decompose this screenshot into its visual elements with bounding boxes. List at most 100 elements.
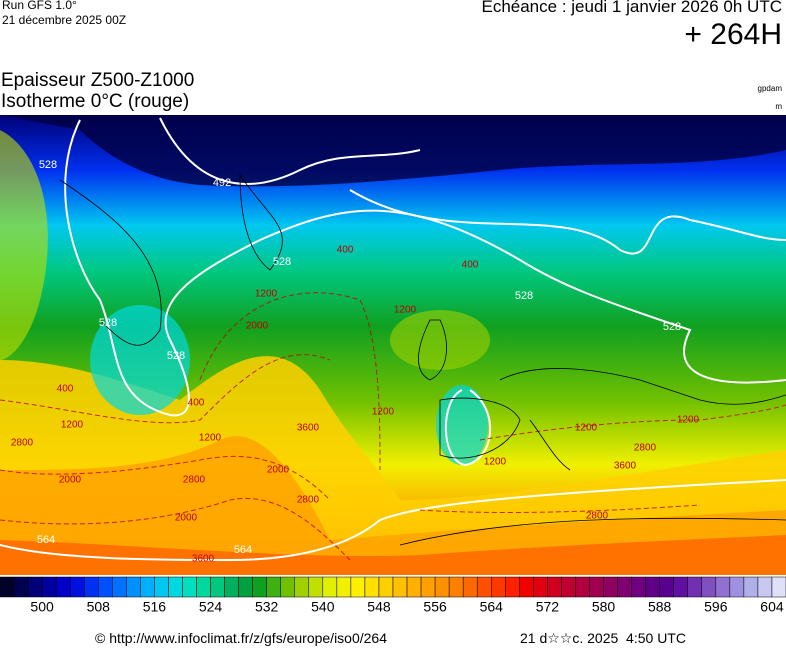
run-date: 21 décembre 2025 00Z (2, 13, 127, 27)
iso0-label: 1200 (199, 433, 222, 444)
iso0-label: 3600 (297, 423, 320, 434)
map-title: Epaisseur Z500-Z1000 (1, 70, 195, 91)
color-swatch (140, 576, 155, 598)
thickness-label: 528 (167, 350, 185, 362)
iso0-label: 400 (188, 398, 205, 409)
colorbar-tick-label: 532 (255, 599, 279, 615)
thickness-label: 528 (99, 317, 117, 329)
iso0-label: 1200 (394, 305, 417, 316)
color-swatch (322, 576, 338, 598)
color-swatch (83, 576, 99, 598)
iso0-label: 3600 (614, 461, 637, 472)
colorbar-tick-label: 564 (480, 599, 504, 615)
colorbar-tick-label: 580 (592, 599, 616, 615)
thickness-label: 528 (273, 256, 291, 268)
color-swatch (13, 576, 29, 598)
colorbar-tick-label: 500 (30, 599, 54, 615)
color-swatch (41, 576, 57, 598)
colorbar-tick-label: 596 (704, 599, 728, 615)
color-swatch (505, 576, 520, 598)
iso0-label: 2800 (586, 511, 609, 522)
iso0-label: 2000 (59, 475, 82, 486)
thickness-label: 528 (39, 159, 57, 171)
color-swatch (673, 576, 689, 598)
run-label: Run GFS 1.0° (2, 0, 77, 12)
color-swatch (112, 576, 127, 598)
color-swatch (491, 576, 506, 598)
color-swatch (519, 576, 534, 598)
source-url: © http://www.infoclimat.fr/z/gfs/europe/… (95, 630, 388, 646)
unit-label: m (775, 102, 782, 111)
iso0-label: 1200 (61, 420, 84, 431)
colorbar-tick-label: 572 (536, 599, 560, 615)
iso0-label: 400 (57, 384, 74, 395)
colorbar: 500 508 516 524 532 540 548 556 564 572 580 588 596 6… (0, 576, 786, 615)
color-swatch (645, 576, 660, 598)
color-swatch (168, 576, 183, 598)
iso0-label: 2000 (267, 465, 290, 476)
color-swatch (210, 576, 225, 598)
iso0-label: 1200 (677, 415, 700, 426)
thickness-label: 564 (234, 544, 252, 556)
color-swatch (448, 576, 464, 598)
iso0-label: 2800 (634, 443, 657, 454)
iso0-label: 1200 (255, 289, 278, 300)
colorbar-tick-label: 604 (760, 599, 784, 615)
color-swatch (589, 576, 604, 598)
color-swatch (238, 576, 253, 598)
color-swatch (378, 576, 394, 598)
color-swatch (0, 576, 15, 598)
thickness-label: 492 (213, 177, 231, 189)
unit-label: gpdam (757, 84, 782, 93)
color-swatch (533, 576, 548, 598)
color-swatch (196, 576, 211, 598)
color-swatch (364, 576, 380, 598)
thickness-label: 528 (663, 321, 681, 333)
color-swatch (294, 576, 310, 598)
color-swatch (280, 576, 296, 598)
color-swatch (27, 576, 43, 598)
timestamp: 21 d☆☆c. 2025 4:50 UTC (520, 630, 686, 646)
color-swatch (252, 576, 267, 598)
color-swatch (69, 576, 85, 598)
iso0-label: 1200 (575, 423, 598, 434)
thickness-label: 564 (37, 534, 55, 546)
iso0-label: 1200 (484, 457, 507, 468)
colorbar-tick-label: 516 (143, 599, 167, 615)
iso0-label: 2800 (297, 495, 320, 506)
color-swatch (743, 576, 759, 598)
color-swatch (154, 576, 169, 598)
iso0-label: 400 (337, 245, 354, 256)
color-swatch (126, 576, 141, 598)
forecast-time: Echéance : jeudi 1 janvier 2026 0h UTC (481, 0, 782, 16)
color-swatch (55, 576, 71, 598)
color-swatch (561, 576, 576, 598)
iso0-label: 2800 (183, 475, 206, 486)
color-swatch (420, 576, 436, 598)
colorbar-tick-label: 588 (648, 599, 672, 615)
color-swatch (406, 576, 422, 598)
color-swatch (224, 576, 239, 598)
color-swatch (266, 576, 281, 598)
color-swatch (336, 576, 352, 598)
color-swatch (98, 576, 113, 598)
color-swatch (476, 576, 492, 598)
color-swatch (462, 576, 478, 598)
color-swatch (757, 576, 773, 598)
color-swatch (687, 576, 703, 598)
color-swatch (603, 576, 618, 598)
color-swatch (392, 576, 408, 598)
color-swatch (631, 576, 646, 598)
color-swatch (715, 576, 731, 598)
color-swatch (617, 576, 632, 598)
iso0-label: 1200 (372, 407, 395, 418)
iso0-label: 2000 (175, 513, 198, 524)
map-subtitle: Isotherme 0°C (rouge) (1, 91, 190, 112)
map-field (0, 115, 786, 575)
iso0-label: 2800 (11, 438, 34, 449)
iso0-label: 400 (462, 260, 479, 271)
color-swatch (729, 576, 745, 598)
color-swatch (350, 576, 366, 598)
color-swatch (182, 576, 197, 598)
color-swatch (434, 576, 450, 598)
